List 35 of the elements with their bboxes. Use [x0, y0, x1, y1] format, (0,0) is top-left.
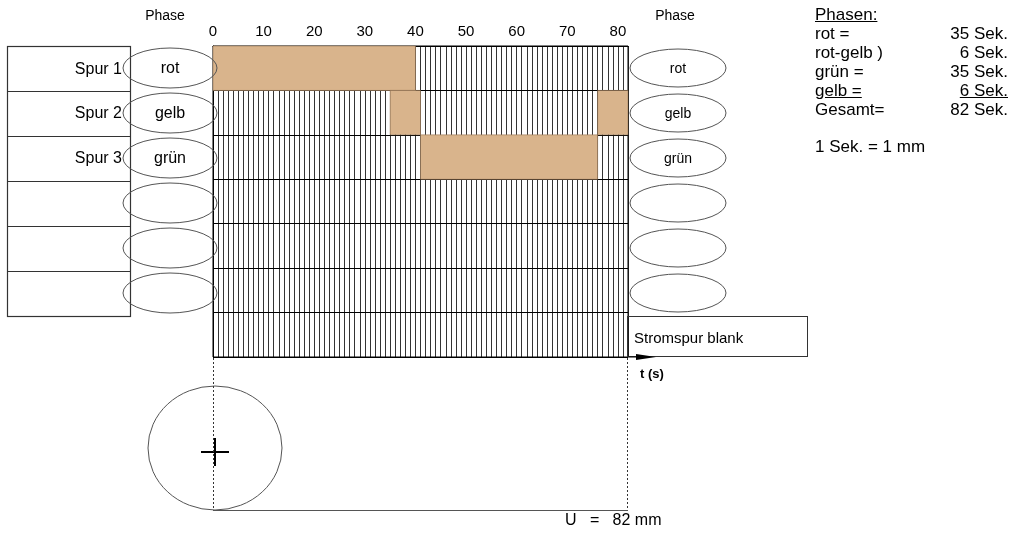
- text: grün: [153, 149, 187, 166]
- text: grün: [663, 150, 693, 166]
- text: 82 Sek.: [950, 100, 1008, 119]
- text: 6 Sek.: [959, 81, 1008, 100]
- text: gelb =: [815, 81, 862, 100]
- text: 35 Sek.: [950, 62, 1008, 81]
- x-tick-label: 80: [609, 22, 627, 39]
- x-tick-label: 10: [255, 22, 272, 39]
- x-tick-label: 70: [558, 22, 576, 39]
- text: Phase: [145, 7, 185, 23]
- text: 35 Sek.: [950, 24, 1008, 43]
- text: Phasen:: [815, 5, 878, 24]
- text: rot: [669, 60, 687, 76]
- text: Phase: [655, 7, 695, 23]
- text: gelb: [664, 105, 692, 121]
- text: 6 Sek.: [959, 43, 1008, 62]
- text: gelb: [154, 104, 186, 121]
- x-axis-title: t (s): [640, 366, 664, 381]
- x-tick-label: 40: [407, 22, 424, 39]
- x-tick-label: 50: [457, 22, 475, 39]
- y-tick-label: Spur 3: [74, 148, 123, 166]
- text: rot =: [815, 24, 850, 43]
- text: Stromspur blank: [634, 329, 744, 346]
- text: 1 Sek. = 1 mm: [815, 137, 926, 156]
- text: rot-gelb ): [815, 43, 884, 62]
- text: U = 82 mm: [565, 511, 662, 528]
- x-tick-label: 20: [305, 22, 323, 39]
- text: rot: [160, 59, 180, 76]
- x-tick-label: 30: [356, 22, 374, 39]
- text: grün =: [815, 62, 864, 81]
- y-tick-label: Spur 2: [74, 104, 123, 122]
- x-tick-label: 60: [508, 22, 525, 39]
- y-tick-label: Spur 1: [74, 59, 123, 77]
- text: Gesamt=: [815, 100, 885, 119]
- x-tick-label: 0: [208, 22, 218, 39]
